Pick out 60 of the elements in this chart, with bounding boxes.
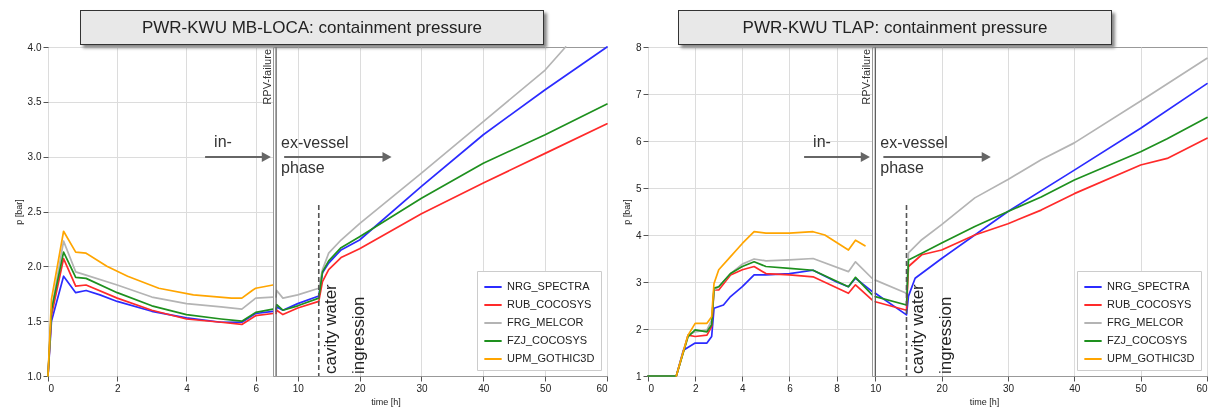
x-tick-label: 50 <box>540 382 552 394</box>
x-tick-label: 0 <box>648 382 655 394</box>
ref-line-label: RPV-failure <box>860 49 873 105</box>
ref-line-label: cavity water ingression <box>320 283 368 374</box>
x-tick-label: 40 <box>478 382 490 394</box>
y-tick-label: 6 <box>635 135 642 147</box>
y-tick-label: 3.0 <box>27 151 42 163</box>
y-tick-label: 3 <box>635 276 642 288</box>
x-tick-label: 6 <box>253 382 260 394</box>
y-axis-title: p [bar] <box>13 199 24 225</box>
y-tick-label: 2 <box>635 323 642 335</box>
x-tick-label: 30 <box>416 382 428 394</box>
y-tick-label: 4 <box>635 229 642 241</box>
text: PWR-KWU MB-LOCA: containment pressure <box>80 10 544 45</box>
y-tick-label: 3.5 <box>27 96 42 108</box>
y-tick-label: 4.0 <box>27 41 42 53</box>
x-tick-label: 20 <box>354 382 367 394</box>
x-tick-label: 50 <box>1135 382 1148 394</box>
legend-label: NRG_SPECTRA <box>1107 280 1191 292</box>
y-tick-label: 2.0 <box>27 260 42 272</box>
y-tick-label: 7 <box>635 88 642 100</box>
legend-label: FRG_MELCOR <box>507 316 584 328</box>
y-tick-label: 8 <box>635 41 642 53</box>
y-tick-label: 1 <box>635 370 642 382</box>
x-tick-label: 4 <box>740 382 747 394</box>
x-tick-label: 6 <box>787 382 794 394</box>
x-tick-label: 60 <box>596 382 608 394</box>
y-axis-title: p [bar] <box>621 199 632 225</box>
legend-label: FZJ_COCOSYS <box>1107 334 1188 346</box>
ref-line-label: RPV-failure <box>261 49 274 105</box>
annotation: ex-vessel phase <box>281 134 349 176</box>
legend-label: FZJ_COCOSYS <box>507 334 588 346</box>
y-tick-label: 2.5 <box>27 206 42 217</box>
legend-label: UPM_GOTHIC3D <box>507 352 595 364</box>
legend-label: RUB_COCOSYS <box>1107 298 1192 310</box>
y-tick-label: 5 <box>635 182 642 194</box>
annotation: in- <box>813 133 831 150</box>
x-tick-label: 40 <box>1069 382 1081 394</box>
y-tick-label: 1.0 <box>27 370 42 382</box>
x-tick-label: 4 <box>184 382 191 394</box>
x-axis-title: time [h] <box>969 396 1000 407</box>
chart-title: PWR-KWU TLAP: containment pressure <box>678 10 1112 45</box>
ref-line-label: cavity water ingression <box>908 283 956 374</box>
x-tick-label: 10 <box>870 382 882 394</box>
x-tick-label: 0 <box>48 382 55 394</box>
annotation: ex-vessel phase <box>880 134 948 176</box>
x-tick-label: 60 <box>1196 382 1208 394</box>
annotation: in- <box>214 133 232 150</box>
x-tick-label: 30 <box>1002 382 1015 394</box>
x-tick-label: 2 <box>114 382 121 394</box>
legend-label: NRG_SPECTRA <box>507 280 591 292</box>
x-axis-title: time [h] <box>371 396 401 407</box>
legend-label: RUB_COCOSYS <box>507 298 592 310</box>
y-tick-label: 1.5 <box>27 315 42 327</box>
x-tick-label: 2 <box>692 382 699 394</box>
x-tick-label: 20 <box>936 382 949 394</box>
x-tick-label: 10 <box>292 382 305 394</box>
x-tick-label: 8 <box>834 382 841 394</box>
legend-label: FRG_MELCOR <box>1107 316 1184 328</box>
legend-label: UPM_GOTHIC3D <box>1107 352 1195 364</box>
